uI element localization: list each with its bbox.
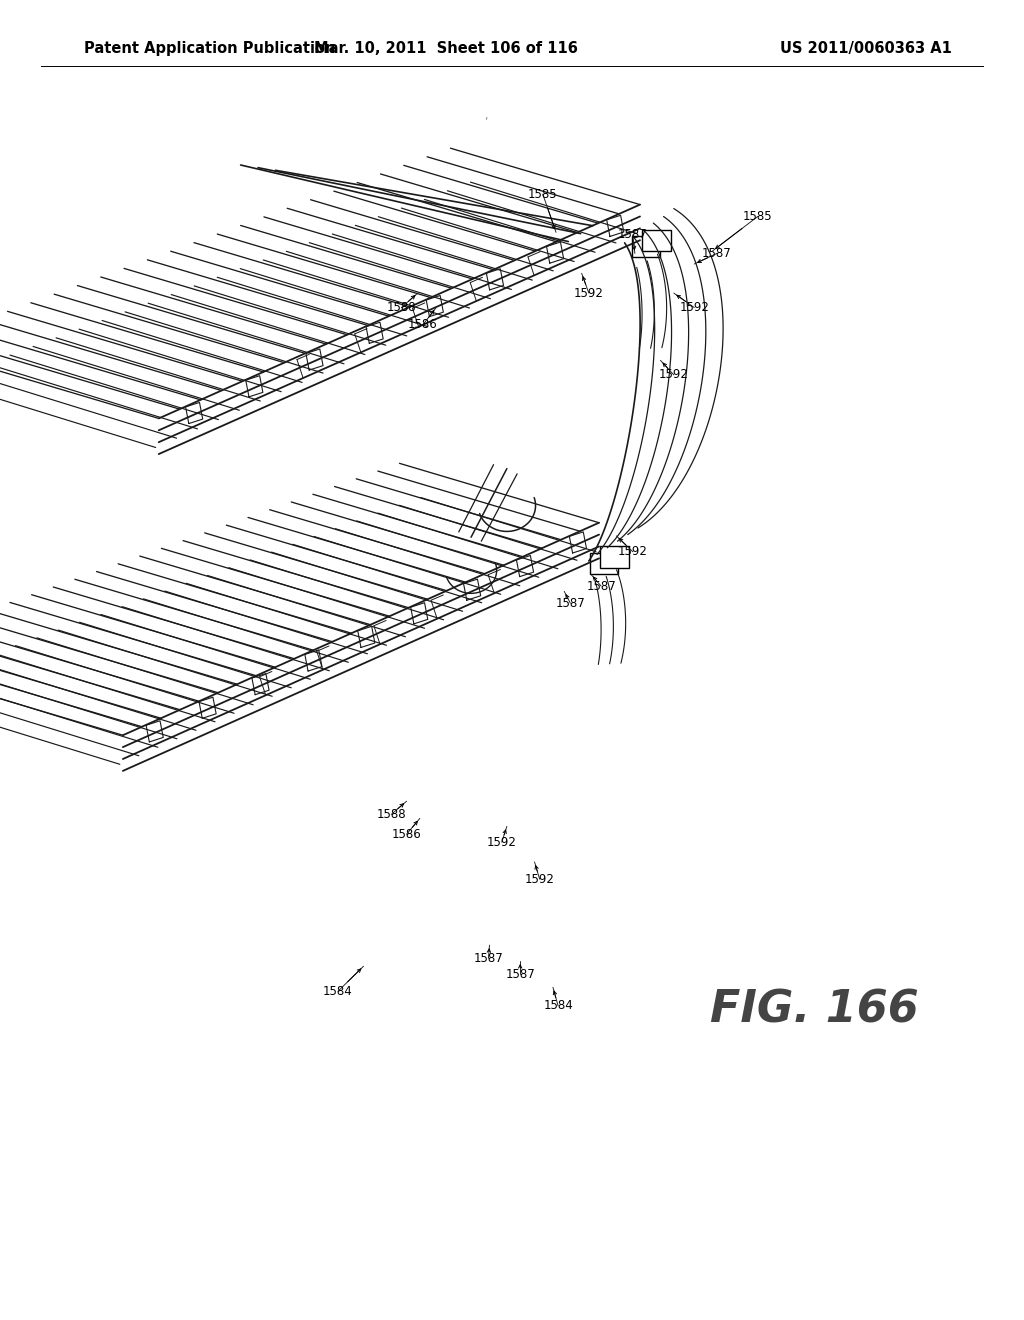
Text: 1588: 1588 [377,808,406,821]
Text: Patent Application Publication: Patent Application Publication [84,41,336,57]
FancyBboxPatch shape [632,236,660,257]
Text: 1584: 1584 [323,985,353,998]
Text: 1592: 1592 [486,836,517,849]
Text: 1592: 1592 [524,873,555,886]
FancyBboxPatch shape [600,546,629,568]
Text: US 2011/0060363 A1: US 2011/0060363 A1 [780,41,952,57]
Text: 1585: 1585 [528,187,557,201]
Text: 1586: 1586 [391,828,422,841]
Text: 1587: 1587 [586,579,616,593]
FancyBboxPatch shape [590,553,618,574]
Text: 1588: 1588 [387,301,416,314]
Text: 1592: 1592 [679,301,710,314]
Text: 1587: 1587 [555,597,586,610]
Text: 1584: 1584 [543,999,573,1012]
Text: 1587: 1587 [701,247,732,260]
Text: FIG. 166: FIG. 166 [710,989,919,1031]
Text: 1592: 1592 [658,368,689,381]
Text: 1592: 1592 [617,545,648,558]
Text: 1587: 1587 [473,952,504,965]
Text: Mar. 10, 2011  Sheet 106 of 116: Mar. 10, 2011 Sheet 106 of 116 [313,41,578,57]
Text: 1586: 1586 [408,318,438,331]
Text: 1587: 1587 [505,968,536,981]
Text: 1587: 1587 [617,228,648,242]
Text: 1592: 1592 [573,286,604,300]
Text: ,: , [484,111,488,121]
FancyBboxPatch shape [642,230,671,251]
Text: 1585: 1585 [743,210,772,223]
